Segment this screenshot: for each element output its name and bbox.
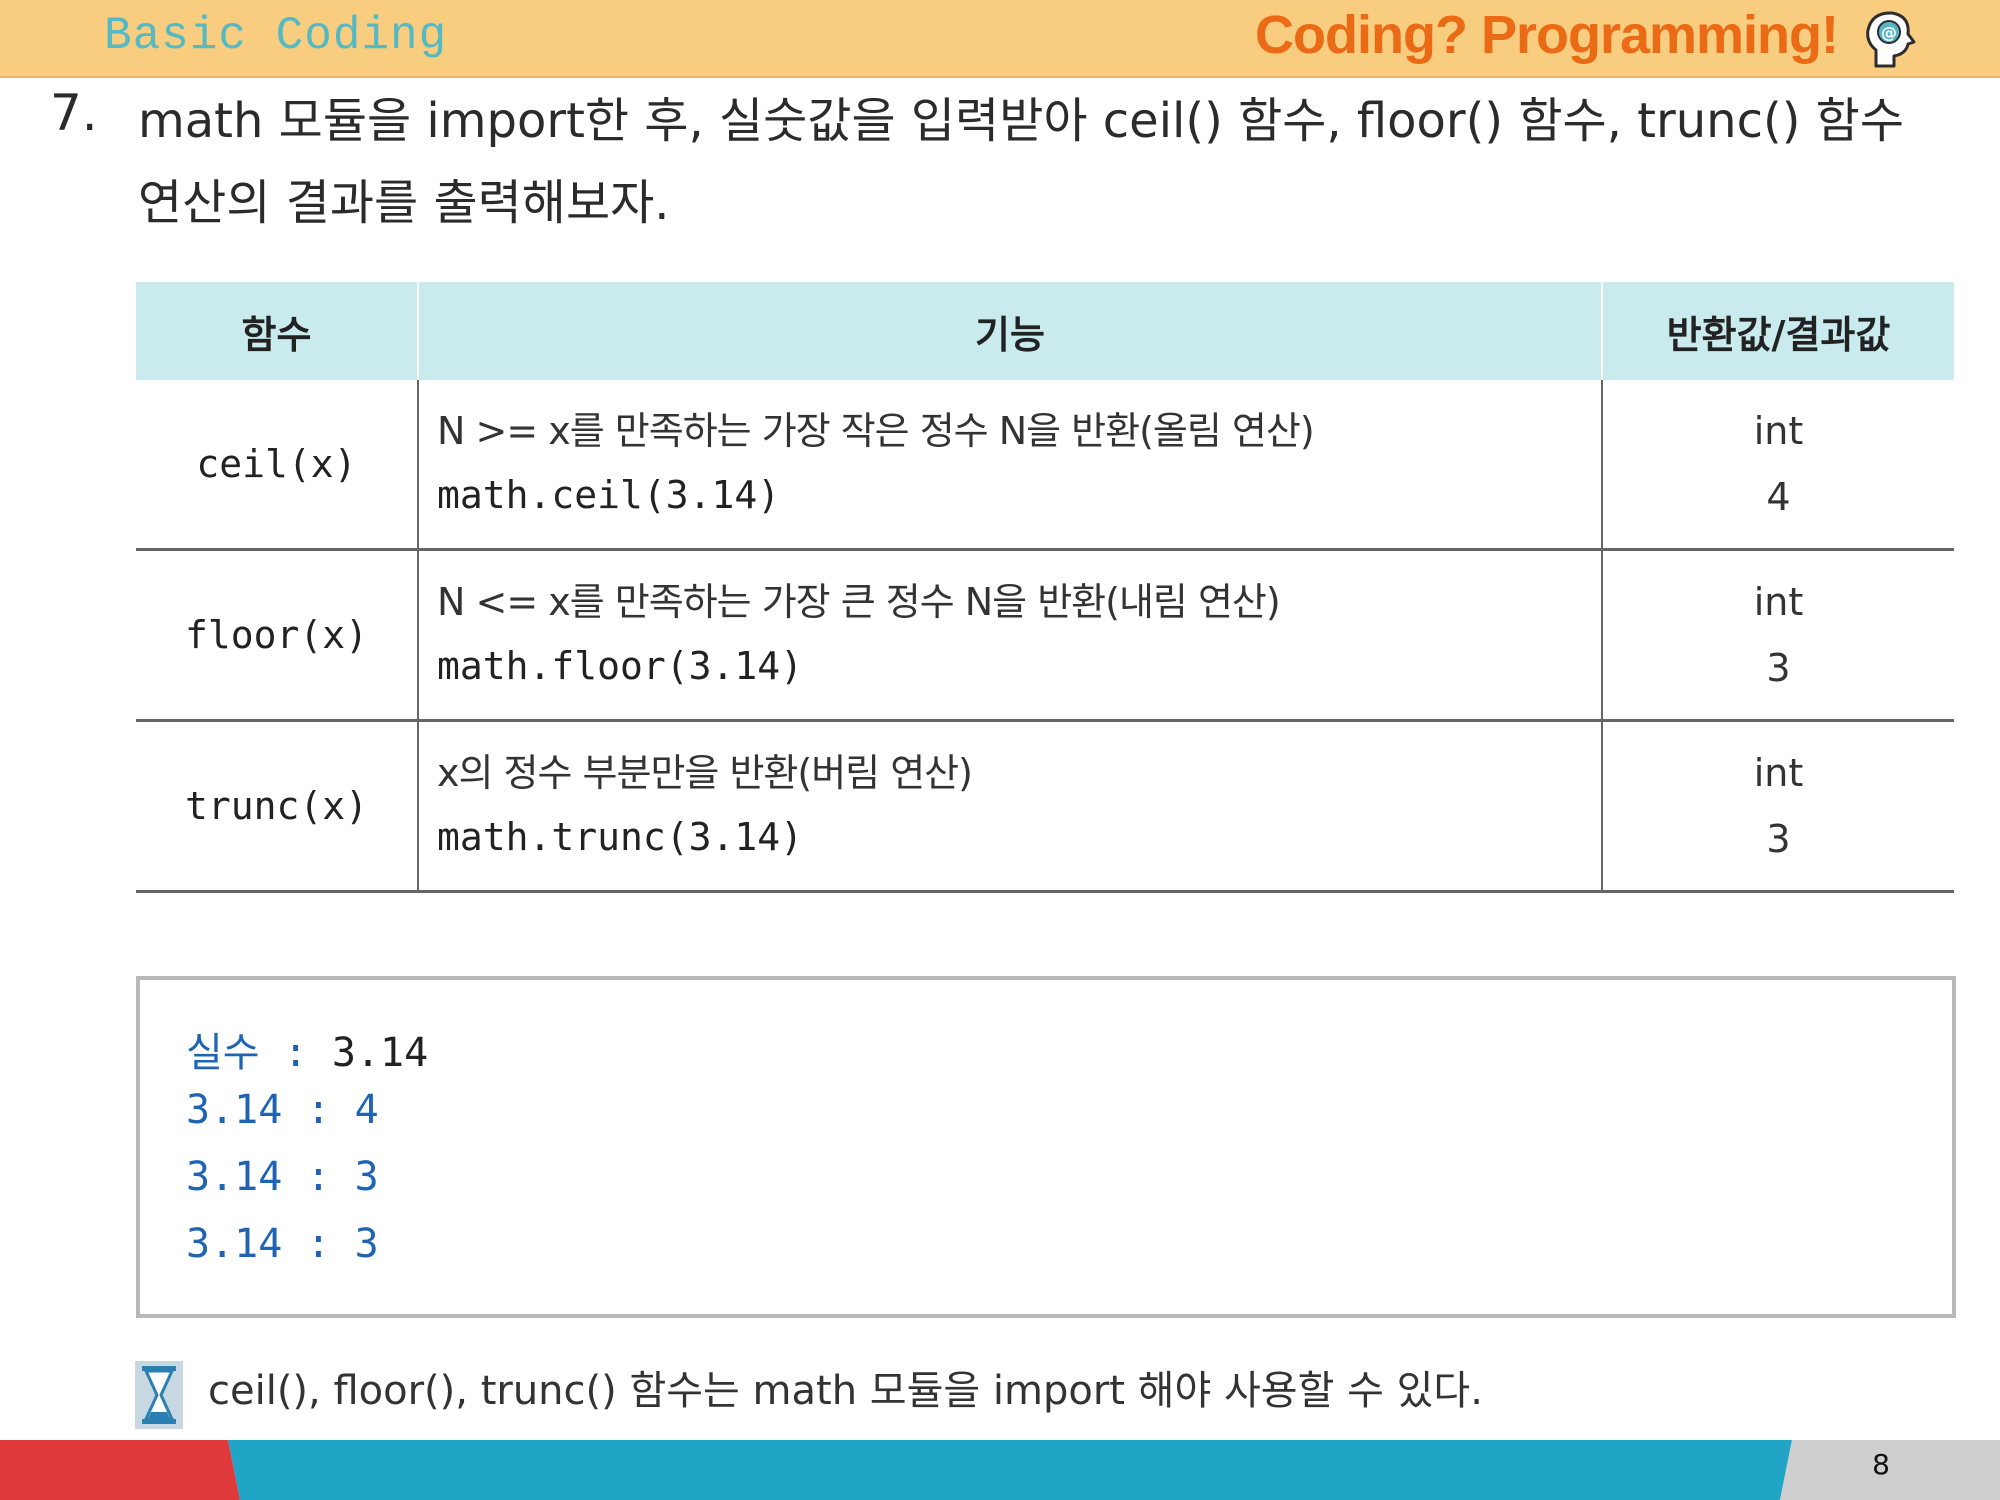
page-number: 8 [1872,1448,1890,1481]
header-band: Basic Coding Coding? Programming! @ [0,0,2000,78]
function-description: x의 정수 부분만을 반환(버림 연산) [437,751,973,795]
function-example-code: math.floor(3.14) [437,644,804,688]
return-type: int [1753,751,1804,795]
output-label: 실수 : [186,1030,332,1076]
function-name: floor(x) [136,549,418,722]
hourglass-icon [135,1361,183,1429]
svg-text:@: @ [1881,23,1897,42]
return-value: 3 [1766,646,1791,690]
header-return: 반환값/결과값 [1601,282,1954,380]
table-row: floor(x) N <= x를 만족하는 가장 큰 정수 N을 반환(내림 연… [136,549,1954,722]
function-name: trunc(x) [136,720,418,893]
thinking-head-icon: @ [1866,11,1916,68]
output-label: 3.14 : 4 [186,1087,379,1133]
function-description-cell: N >= x를 만족하는 가장 작은 정수 N을 반환(올림 연산) math.… [417,380,1602,551]
function-name: ceil(x) [136,380,418,551]
header-left-title: Basic Coding [104,10,448,62]
function-description: N >= x를 만족하는 가장 작은 정수 N을 반환(올림 연산) [437,409,1315,453]
console-output-box: 실수 : 3.14 3.14 : 4 3.14 : 3 3.14 : 3 [136,976,1956,1318]
function-example-code: math.ceil(3.14) [437,473,781,517]
return-cell: int 3 [1601,549,1954,722]
header-function: 함수 [136,282,418,380]
question-text: math 모듈을 import한 후, 실숫값을 입력받아 ceil() 함수,… [138,93,1904,231]
header-right-title: Coding? Programming! [1255,5,1839,65]
output-line: 3.14 : 3 [186,1154,379,1200]
output-label: 3.14 : 3 [186,1221,379,1267]
output-label: 3.14 : 3 [186,1154,379,1200]
output-line: 3.14 : 4 [186,1087,379,1133]
function-description-cell: N <= x를 만족하는 가장 큰 정수 N을 반환(내림 연산) math.f… [417,549,1602,722]
return-type: int [1753,409,1804,453]
return-type: int [1753,580,1804,624]
header-feature: 기능 [417,282,1602,380]
table-row: trunc(x) x의 정수 부분만을 반환(버림 연산) math.trunc… [136,720,1954,893]
output-line: 3.14 : 3 [186,1221,379,1267]
output-value: 3.14 [331,1030,429,1076]
note-text: ceil(), floor(), trunc() 함수는 math 모듈을 im… [208,1368,1483,1414]
table-row: ceil(x) N >= x를 만족하는 가장 작은 정수 N을 반환(올림 연… [136,380,1954,551]
function-example-code: math.trunc(3.14) [437,815,804,859]
question-number: 7. [50,84,98,142]
return-value: 4 [1766,475,1791,519]
function-description: N <= x를 만족하는 가장 큰 정수 N을 반환(내림 연산) [437,580,1281,624]
footer-decoration [0,1440,2000,1500]
output-line: 실수 : 3.14 [186,1020,428,1078]
return-cell: int 4 [1601,380,1954,551]
function-table: 함수 기능 반환값/결과값 ceil(x) N >= x를 만족하는 가장 작은… [136,282,1954,893]
function-description-cell: x의 정수 부분만을 반환(버림 연산) math.trunc(3.14) [417,720,1602,893]
return-value: 3 [1766,817,1791,861]
table-header-row: 함수 기능 반환값/결과값 [136,282,1954,380]
return-cell: int 3 [1601,720,1954,893]
